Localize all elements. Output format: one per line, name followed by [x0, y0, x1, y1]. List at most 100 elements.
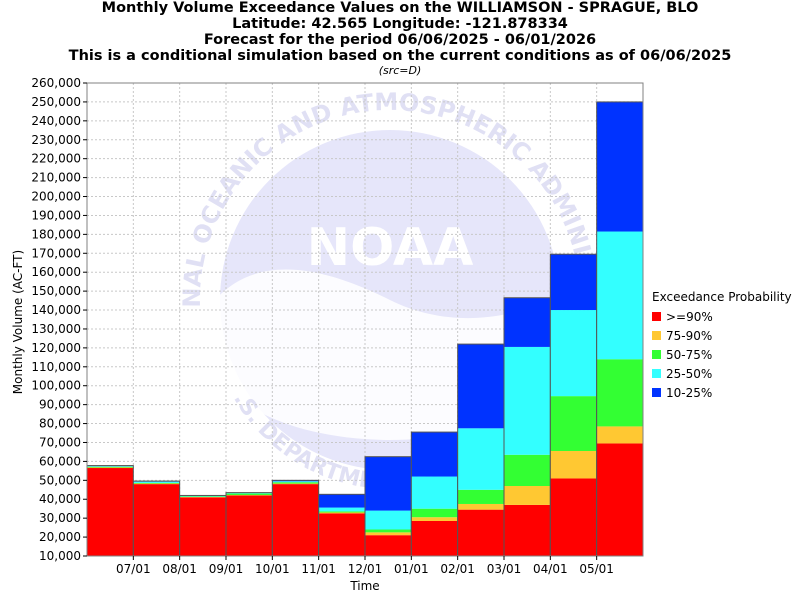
legend-item: 25-50%: [652, 364, 792, 383]
chart-title: Monthly Volume Exceedance Values on the …: [101, 0, 699, 16]
bar-segment-4: [272, 481, 319, 483]
y-tick-label: 160,000: [31, 265, 81, 279]
bar-segment-1: [226, 495, 273, 556]
x-axis-ticks: 07/01 08/01 09/01 10/01 11/01 12/01 01/01 02/01…: [116, 556, 614, 576]
legend-swatch: [652, 388, 661, 397]
y-tick-label: 260,000: [31, 76, 81, 90]
legend-item: 10-25%: [652, 383, 792, 402]
legend: Exceedance Probability >=90% 75-90% 50-75%…: [652, 289, 792, 402]
bar-segment-1: [504, 504, 551, 556]
bar-segment-1: [411, 520, 458, 556]
x-tick-label: 05/01: [579, 562, 614, 576]
x-tick-label: 10/01: [255, 562, 290, 576]
y-tick-label: 220,000: [31, 152, 81, 166]
y-tick-label: 250,000: [31, 95, 81, 109]
y-tick-label: 110,000: [31, 360, 81, 374]
bar-segment-5: [457, 344, 504, 429]
bar-segment-4: [457, 428, 504, 490]
bar-segment-3: [596, 359, 643, 427]
bar-segment-4: [550, 310, 597, 397]
x-axis-label: Time: [349, 579, 379, 593]
bar-segment-4: [133, 481, 180, 483]
y-tick-label: 230,000: [31, 133, 81, 147]
legend-title: Exceedance Probability: [652, 290, 792, 304]
y-tick-label: 120,000: [31, 341, 81, 355]
bar-segment-2: [318, 512, 365, 514]
bar-segment-1: [179, 497, 226, 556]
bar-segment-3: [365, 529, 412, 533]
bar-segment-2: [550, 450, 597, 479]
y-tick-label: 170,000: [31, 246, 81, 260]
legend-swatch: [652, 369, 661, 378]
y-tick-label: 40,000: [39, 492, 81, 506]
bar-segment-2: [457, 503, 504, 510]
legend-item: >=90%: [652, 307, 792, 326]
bar-segment-1: [133, 484, 180, 556]
x-tick-label: 09/01: [209, 562, 244, 576]
legend-swatch: [652, 331, 661, 340]
bar-segment-1: [596, 443, 643, 556]
y-tick-label: 130,000: [31, 322, 81, 336]
bar-segment-4: [596, 231, 643, 360]
bar-segment-4: [87, 466, 134, 467]
bar-segment-3: [457, 489, 504, 504]
bar-segment-3: [550, 396, 597, 451]
bar-segment-3: [226, 493, 273, 496]
y-tick-label: 150,000: [31, 284, 81, 298]
bar-segment-3: [504, 454, 551, 486]
x-tick-label: 07/01: [116, 562, 151, 576]
bar-segment-1: [318, 513, 365, 556]
bar-segment-4: [179, 495, 226, 497]
x-tick-label: 12/01: [348, 562, 383, 576]
simulation-note-line: This is a conditional simulation based o…: [68, 48, 732, 64]
bar-segment-2: [133, 483, 180, 485]
bar-segment-1: [457, 509, 504, 556]
bar-segment-3: [411, 508, 458, 518]
y-tick-label: 200,000: [31, 190, 81, 204]
y-tick-label: 20,000: [39, 530, 81, 544]
bar-segment-4: [504, 346, 551, 455]
y-axis-label: Monthly Volume (AC-FT): [11, 250, 25, 394]
bar-segment-4: [226, 492, 273, 494]
y-tick-label: 90,000: [39, 398, 81, 412]
y-tick-label: 50,000: [39, 473, 81, 487]
legend-label: >=90%: [666, 309, 713, 324]
y-tick-label: 210,000: [31, 171, 81, 185]
legend-label: 50-75%: [666, 347, 713, 362]
y-tick-label: 60,000: [39, 454, 81, 468]
bar-segment-2: [272, 483, 319, 485]
legend-swatch: [652, 350, 661, 359]
bar-segment-1: [87, 468, 134, 556]
y-tick-label: 70,000: [39, 435, 81, 449]
legend-swatch: [652, 312, 661, 321]
bar-segment-3: [272, 482, 319, 484]
y-tick-label: 10,000: [39, 549, 81, 563]
x-tick-label: 11/01: [301, 562, 336, 576]
source-note: (src=D): [378, 64, 422, 77]
bar-segment-5: [596, 101, 643, 232]
legend-item: 75-90%: [652, 326, 792, 345]
bar-segment-5: [365, 456, 412, 511]
bar-segment-2: [365, 532, 412, 536]
bar-segment-5: [411, 432, 458, 477]
y-tick-label: 240,000: [31, 114, 81, 128]
bar-segment-3: [179, 496, 226, 497]
legend-label: 10-25%: [666, 385, 713, 400]
noaa-logo-text: NOAA: [307, 218, 474, 278]
title-block: Monthly Volume Exceedance Values on the …: [0, 0, 800, 78]
y-tick-label: 180,000: [31, 227, 81, 241]
x-tick-label: 02/01: [440, 562, 475, 576]
y-tick-label: 100,000: [31, 379, 81, 393]
x-tick-label: 01/01: [394, 562, 429, 576]
bar-segment-1: [272, 484, 319, 556]
bar-segment-5: [504, 297, 551, 347]
bar-segment-1: [550, 478, 597, 556]
bar-segment-4: [411, 476, 458, 509]
forecast-period-line: Forecast for the period 06/06/2025 - 06/…: [203, 32, 597, 48]
bar-segment-2: [596, 426, 643, 444]
legend-label: 75-90%: [666, 328, 713, 343]
bar-segment-5: [318, 494, 365, 508]
y-tick-label: 30,000: [39, 511, 81, 525]
bar-segment-1: [365, 535, 412, 556]
y-axis-ticks: 10,000 20,000 30,000 40,000 50,000 60,000 70,0…: [31, 76, 87, 563]
